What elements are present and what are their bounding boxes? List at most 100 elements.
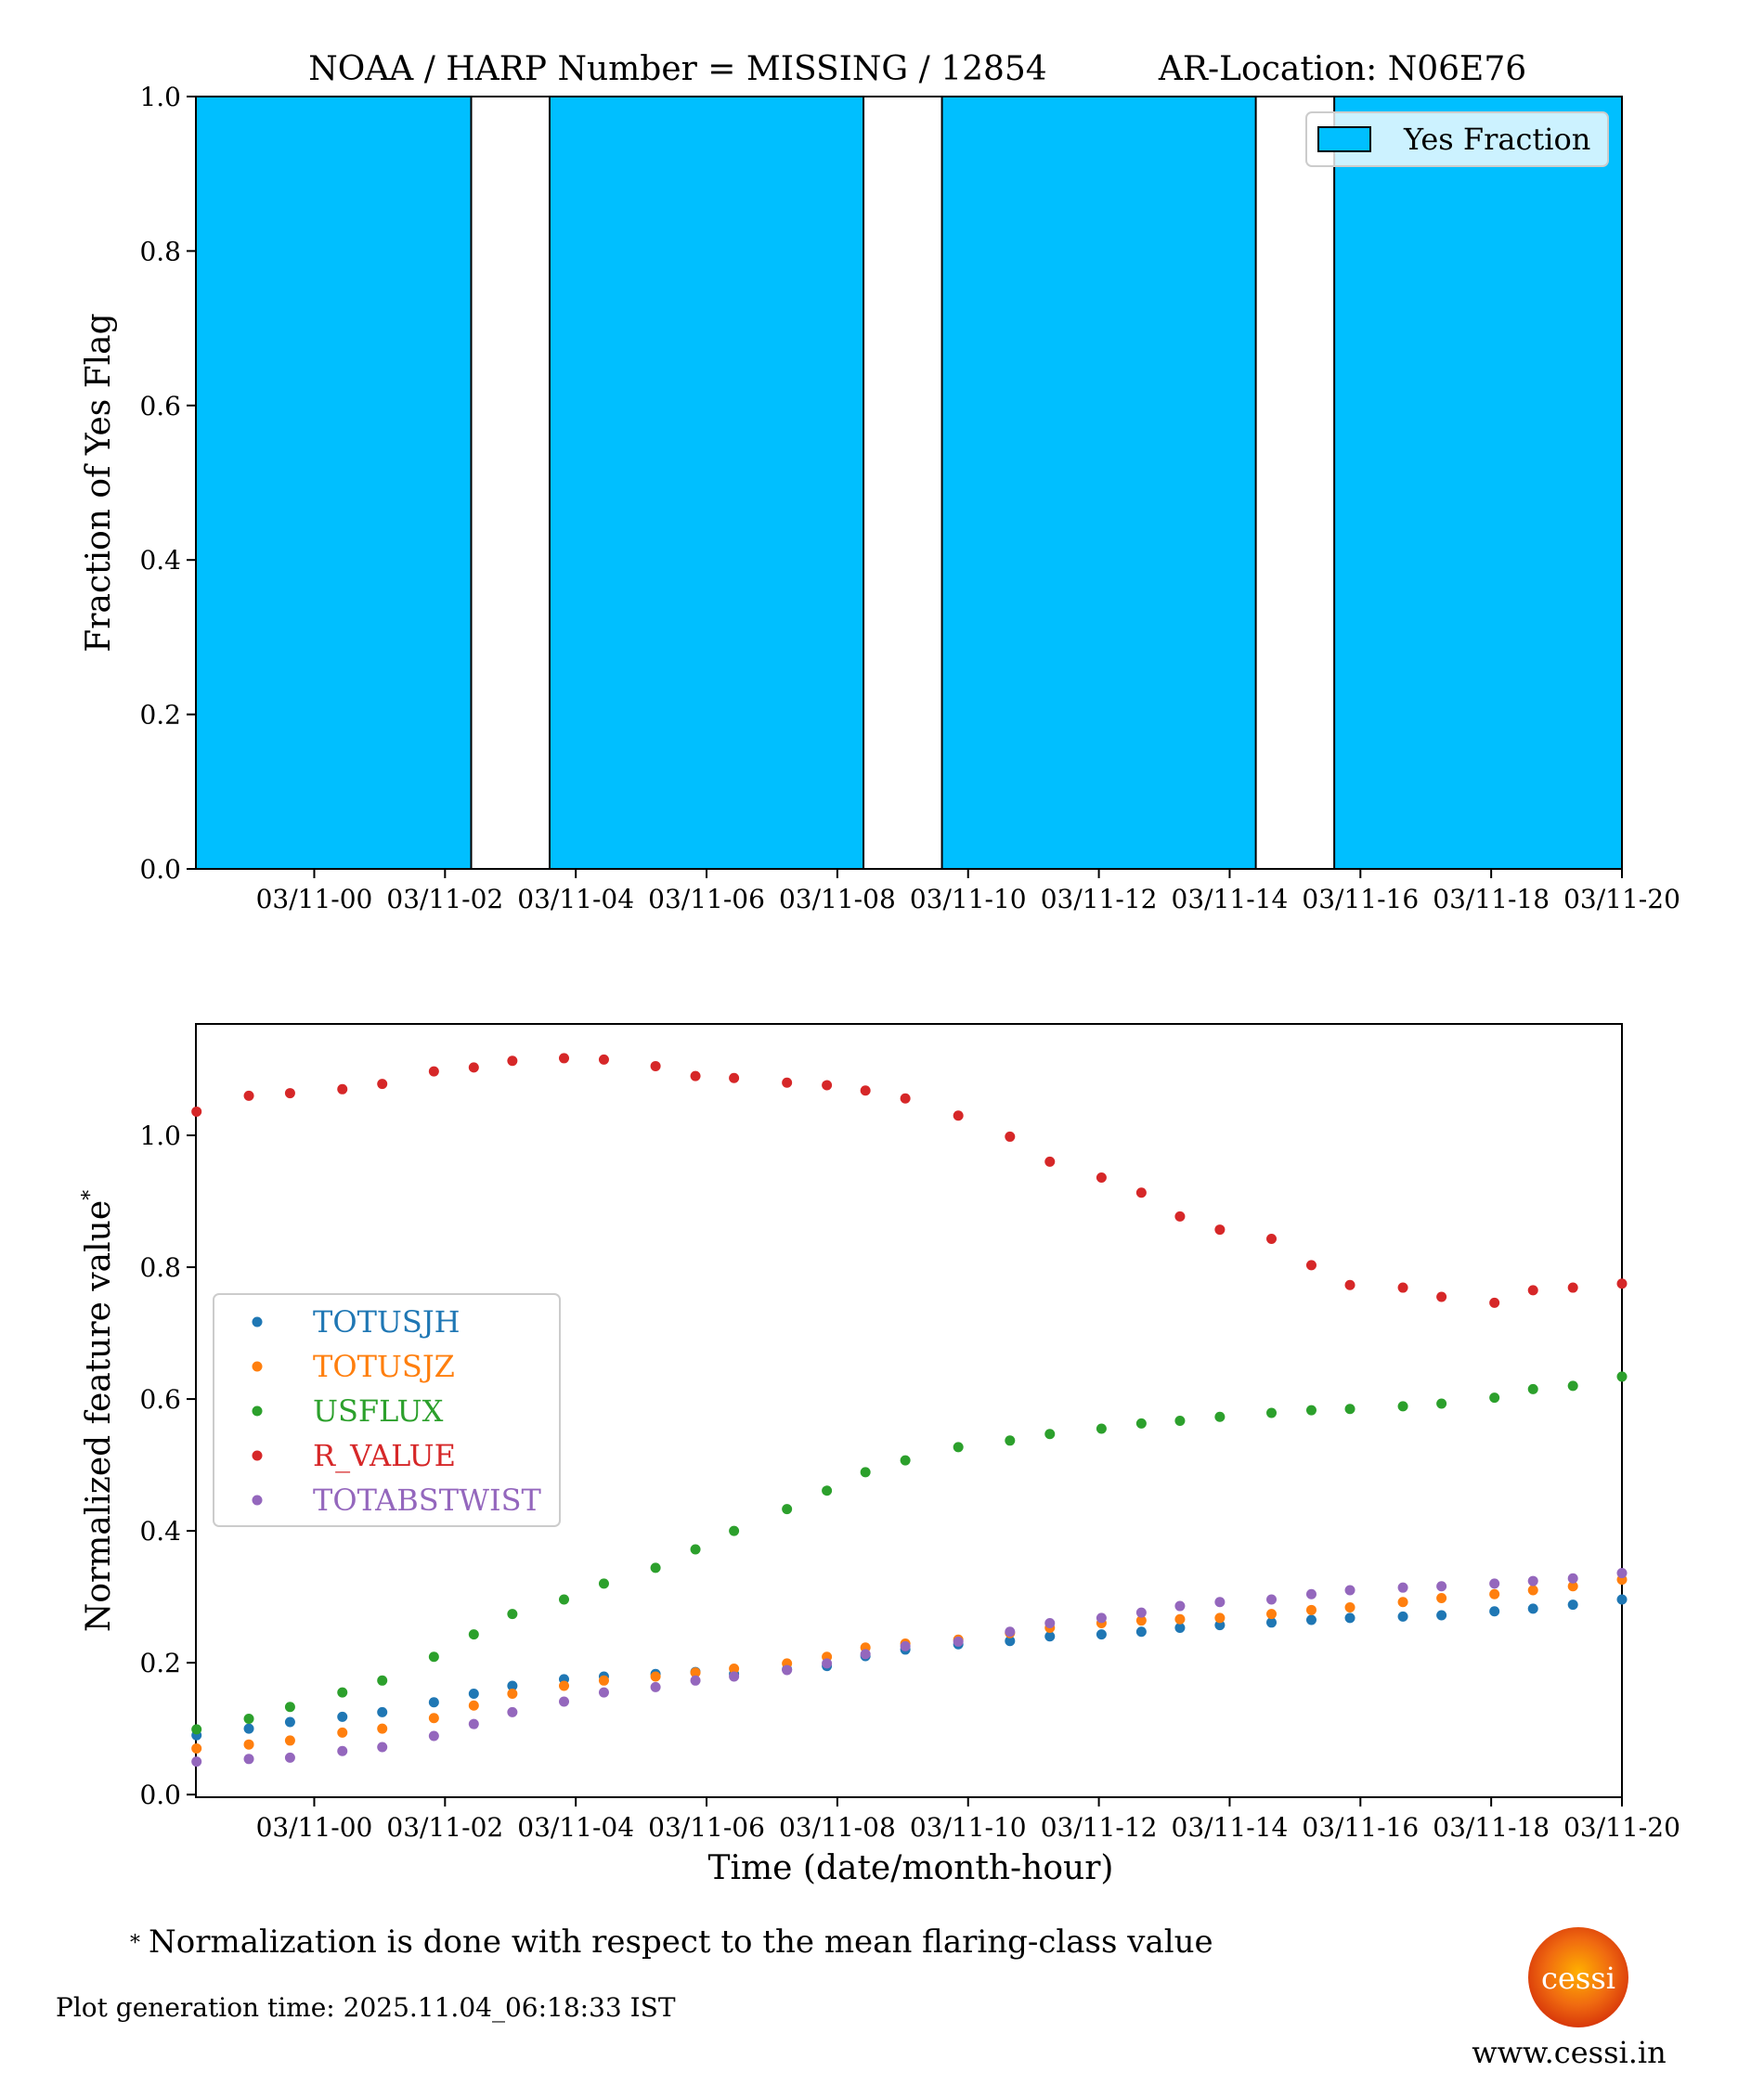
data-point xyxy=(1489,1606,1500,1617)
data-point xyxy=(377,1079,388,1090)
data-point xyxy=(1489,1392,1500,1404)
chart-title-location: AR-Location: N06E76 xyxy=(1158,50,1526,88)
data-point xyxy=(1266,1617,1278,1628)
x-tick-label: 03/11-00 xyxy=(256,884,373,914)
series-totusjh xyxy=(191,1594,1628,1741)
data-point xyxy=(900,1093,911,1104)
data-point xyxy=(1214,1612,1226,1624)
x-tick-label: 03/11-10 xyxy=(910,1812,1027,1843)
data-point xyxy=(284,1752,295,1763)
legend-marker-totusjh xyxy=(252,1316,263,1327)
data-point xyxy=(1436,1610,1447,1621)
x-tick-label: 03/11-10 xyxy=(910,884,1027,914)
data-point xyxy=(1135,1607,1147,1618)
data-point xyxy=(284,1088,295,1099)
data-point xyxy=(337,1687,348,1698)
data-point xyxy=(1567,1581,1578,1592)
data-point xyxy=(1397,1597,1408,1608)
data-point xyxy=(468,1062,479,1073)
chart-title-harp: NOAA / HARP Number = MISSING / 12854 xyxy=(308,50,1046,88)
data-point xyxy=(468,1629,479,1640)
data-point xyxy=(559,1053,570,1064)
data-point xyxy=(729,1072,740,1083)
x-tick-label: 03/11-02 xyxy=(386,884,503,914)
data-point xyxy=(428,1651,439,1663)
top-y-axis-label: Fraction of Yes Flag xyxy=(80,313,118,652)
data-point xyxy=(191,1106,202,1117)
x-tick-label: 03/11-04 xyxy=(517,884,634,914)
data-point xyxy=(1436,1593,1447,1604)
y-tick-label: 0.0 xyxy=(139,1780,181,1810)
legend-marker-usflux xyxy=(252,1405,263,1417)
data-point xyxy=(1616,1568,1628,1579)
data-point xyxy=(468,1689,479,1700)
data-point xyxy=(1214,1597,1226,1608)
data-point xyxy=(243,1713,254,1724)
data-point xyxy=(1305,1614,1317,1625)
data-point xyxy=(559,1680,570,1691)
data-point xyxy=(598,1687,609,1698)
data-point xyxy=(690,1675,701,1686)
data-point xyxy=(1305,1588,1317,1599)
data-point xyxy=(782,1664,793,1676)
data-point xyxy=(377,1675,388,1686)
data-point xyxy=(1266,1609,1278,1620)
data-point xyxy=(1527,1285,1538,1296)
data-point xyxy=(428,1066,439,1077)
series-totabstwist xyxy=(191,1568,1628,1768)
data-point xyxy=(1527,1585,1538,1596)
y-tick-label: 0.8 xyxy=(139,1252,181,1283)
x-tick-label: 03/11-14 xyxy=(1172,884,1289,914)
x-tick-label: 03/11-20 xyxy=(1563,1812,1680,1843)
data-point xyxy=(1397,1282,1408,1293)
data-point xyxy=(953,1442,964,1453)
y-label-text: Normalized feature value xyxy=(80,1200,118,1632)
website-link[interactable]: www.cessi.in xyxy=(1472,2035,1667,2070)
data-point xyxy=(1096,1172,1107,1183)
data-point xyxy=(243,1723,254,1734)
data-point xyxy=(428,1697,439,1708)
y-tick-label: 1.0 xyxy=(139,1120,181,1151)
data-point xyxy=(468,1700,479,1711)
data-point xyxy=(1174,1613,1186,1625)
top-axes-frame xyxy=(195,96,1623,870)
data-point xyxy=(1135,1626,1147,1638)
x-tick-label: 03/11-14 xyxy=(1172,1812,1289,1843)
y-tick-label: 0.0 xyxy=(139,854,181,885)
data-point xyxy=(1174,1622,1186,1633)
x-tick-label: 03/11-00 xyxy=(256,1812,373,1843)
series-usflux xyxy=(191,1371,1628,1735)
data-point xyxy=(1214,1224,1226,1236)
data-point xyxy=(650,1681,661,1692)
x-tick-label: 03/11-20 xyxy=(1563,884,1680,914)
data-point xyxy=(428,1730,439,1742)
data-point xyxy=(1344,1404,1355,1415)
y-label-asterisk: * xyxy=(79,1190,102,1200)
data-point xyxy=(1266,1594,1278,1605)
yes-fraction-bar xyxy=(940,96,1257,870)
legend-label-totusjz: TOTUSJZ xyxy=(313,1349,455,1384)
data-point xyxy=(1174,1416,1186,1427)
data-point xyxy=(191,1742,202,1754)
x-tick-label: 03/11-06 xyxy=(648,884,765,914)
series-totusjz xyxy=(191,1574,1628,1754)
data-point xyxy=(1344,1585,1355,1596)
data-point xyxy=(1305,1604,1317,1615)
data-point xyxy=(1397,1401,1408,1412)
data-point xyxy=(822,1485,833,1496)
data-point xyxy=(1616,1278,1628,1289)
data-point xyxy=(1567,1282,1578,1293)
data-point xyxy=(1214,1620,1226,1631)
data-point xyxy=(1044,1631,1056,1642)
data-point xyxy=(1436,1291,1447,1302)
data-point xyxy=(1135,1187,1147,1198)
x-tick-label: 03/11-16 xyxy=(1302,884,1419,914)
data-point xyxy=(729,1671,740,1682)
data-point xyxy=(1344,1279,1355,1290)
data-point xyxy=(284,1702,295,1713)
data-point xyxy=(377,1723,388,1734)
legend-label-r_value: R_VALUE xyxy=(313,1438,456,1473)
data-point xyxy=(1567,1573,1578,1584)
data-point xyxy=(900,1455,911,1466)
